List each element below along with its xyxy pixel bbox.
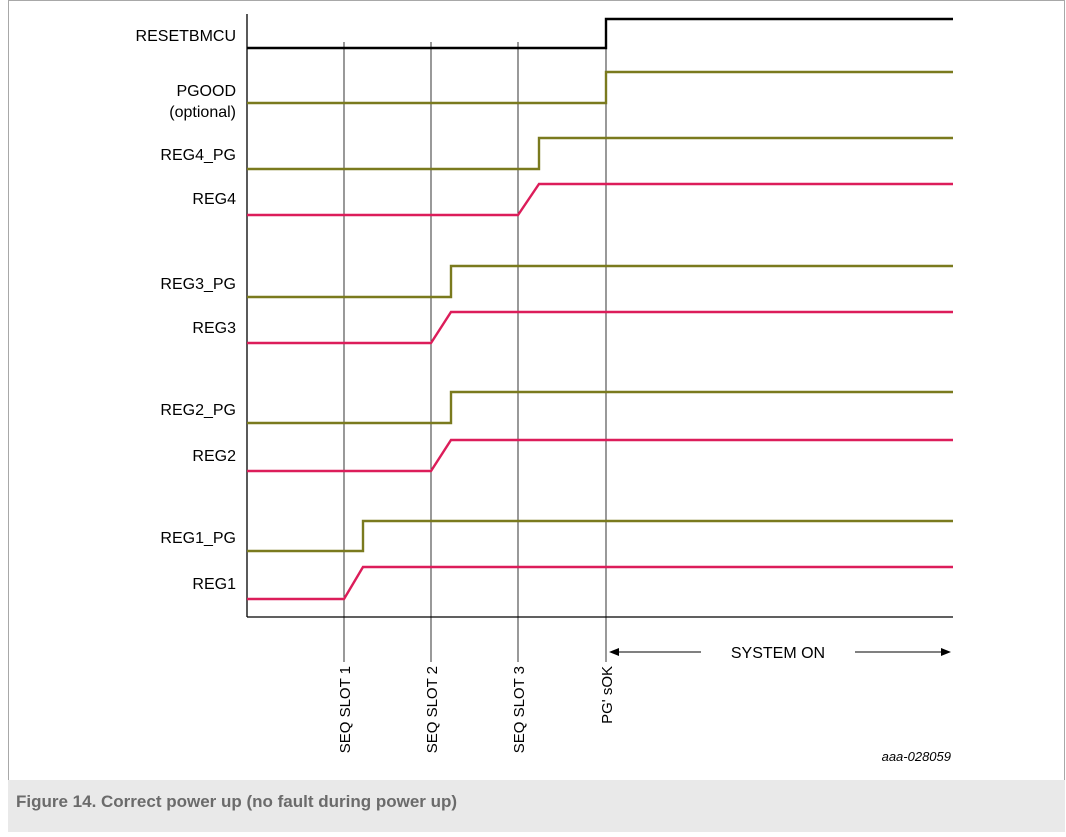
signal-label-pgood-optional: (optional) — [169, 104, 236, 121]
reg1-pg-waveform — [247, 519, 953, 553]
marker-label-seq-slot-3: SEQ SLOT 3 — [511, 666, 528, 753]
reg3-pg-waveform — [247, 264, 953, 299]
signal-label-reg4-pg: REG4_PG — [160, 147, 236, 164]
marker-label-seq-slot-1: SEQ SLOT 1 — [337, 666, 354, 753]
reg4-waveform — [247, 182, 953, 217]
signal-label-reg1-pg: REG1_PG — [160, 530, 236, 547]
drawing-id: aaa-028059 — [882, 749, 951, 764]
marker-label-seq-slot-2: SEQ SLOT 2 — [424, 666, 441, 753]
system-on-arrowhead-right — [941, 648, 951, 656]
signal-label-reg3: REG3 — [192, 320, 236, 337]
system-on-arrowhead-left — [609, 648, 619, 656]
signal-label-pgood: PGOOD — [176, 83, 236, 100]
pgood-waveform — [247, 70, 953, 105]
signal-label-reg3-pg: REG3_PG — [160, 276, 236, 293]
marker-label-pgs-ok: PG' sOK — [599, 666, 616, 724]
signal-label-resetbmcu: RESETBMCU — [136, 28, 236, 45]
timing-diagram: RESETBMCU PGOOD (optional) REG4_PG REG4 … — [8, 0, 1065, 832]
system-on-label: SYSTEM ON — [731, 645, 825, 662]
figure-caption: Figure 14. Correct power up (no fault du… — [16, 792, 458, 811]
resetbmcu-waveform — [247, 17, 953, 50]
signal-label-reg2: REG2 — [192, 448, 236, 465]
signal-label-reg1: REG1 — [192, 576, 236, 593]
signal-label-reg4: REG4 — [192, 191, 236, 208]
caption-bar — [8, 780, 1065, 832]
signal-label-reg2-pg: REG2_PG — [160, 402, 236, 419]
figure-frame: RESETBMCU PGOOD (optional) REG4_PG REG4 … — [8, 0, 1065, 832]
reg1-waveform — [247, 565, 953, 601]
reg2-waveform — [247, 438, 953, 473]
reg3-waveform — [247, 310, 953, 345]
reg2-pg-waveform — [247, 390, 953, 425]
reg4-pg-waveform — [247, 136, 953, 171]
